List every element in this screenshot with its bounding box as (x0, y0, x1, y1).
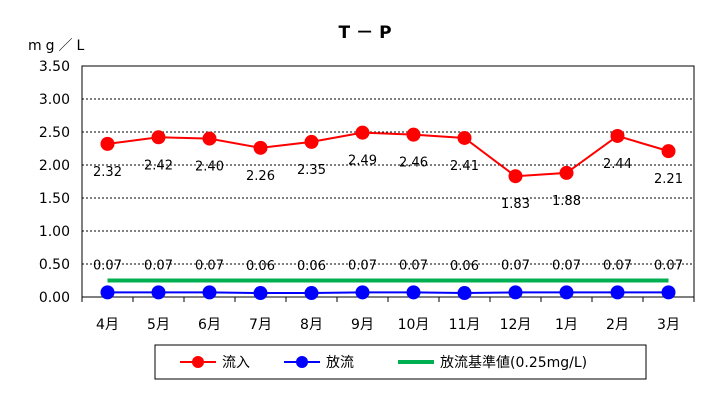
inflow-point (406, 127, 421, 142)
x-tick-label: 5月 (147, 317, 170, 333)
inflow-point (457, 130, 472, 145)
y-tick-label: 1.00 (39, 224, 70, 240)
series-line-outflow (107, 291, 669, 295)
outflow-point (508, 285, 523, 300)
outflow-point (253, 286, 268, 301)
inflow-point (100, 136, 115, 151)
inflow-data-label: 2.42 (144, 158, 173, 173)
y-tick-label: 0.00 (39, 290, 70, 306)
legend-label: 放流 (326, 355, 354, 371)
legend-entry-outflow: 放流 (284, 355, 354, 371)
outflow-point (202, 285, 217, 300)
inflow-data-label: 2.46 (399, 156, 428, 171)
x-tick-label: 10月 (398, 317, 430, 333)
inflow-point (304, 134, 319, 149)
outflow-data-label: 0.07 (348, 258, 377, 273)
y-tick-label: 2.00 (39, 158, 70, 174)
outflow-data-label: 0.07 (144, 258, 173, 273)
outflow-data-label: 0.07 (195, 258, 224, 273)
legend: 流入 放流 放流基準値(0.25mg/L) (154, 344, 647, 380)
y-tick-label: 1.50 (39, 191, 70, 207)
inflow-data-label: 2.26 (246, 169, 275, 184)
x-tick-label: 4月 (96, 317, 119, 333)
legend-label: 流入 (222, 355, 250, 371)
legend-swatch-marker (296, 356, 308, 368)
inflow-data-label: 2.21 (654, 172, 683, 187)
axes: 0.00 0.50 1.00 1.50 2.00 2.50 3.00 3.50 4月 5月 6月 7月… (39, 59, 695, 333)
inflow-data-label: 2.49 (348, 154, 377, 169)
inflow-point (661, 144, 676, 159)
outflow-data-label: 0.06 (297, 259, 326, 274)
outflow-data-label: 0.06 (246, 259, 275, 274)
outflow-point (457, 286, 472, 301)
outflow-data-label: 0.06 (450, 259, 479, 274)
series (100, 125, 676, 301)
x-tick-label: 9月 (351, 317, 374, 333)
inflow-data-label: 2.32 (93, 165, 122, 180)
inflow-point (559, 165, 574, 180)
y-axis-unit: mg／L (28, 38, 88, 54)
inflow-point (151, 130, 166, 145)
outflow-point (100, 285, 115, 300)
legend-entry-standard: 放流基準値(0.25mg/L) (398, 354, 587, 371)
inflow-data-label: 2.41 (450, 159, 479, 174)
outflow-data-label: 0.07 (93, 258, 122, 273)
x-tick-label: 1月 (555, 317, 578, 333)
data-labels: 2.32 2.42 2.40 2.26 2.35 2.49 2.46 2.41 1.83 1.88… (93, 154, 683, 274)
outflow-point (406, 285, 421, 300)
inflow-point (610, 128, 625, 143)
x-tick-label: 12月 (500, 317, 532, 333)
inflow-data-label: 2.40 (195, 160, 224, 175)
outflow-data-label: 0.07 (654, 258, 683, 273)
x-tick-label: 8月 (300, 317, 323, 333)
inflow-data-label: 1.83 (501, 197, 530, 212)
outflow-point (610, 285, 625, 300)
outflow-point (304, 286, 319, 301)
inflow-data-label: 1.88 (552, 194, 581, 209)
y-tick-label: 3.00 (39, 92, 70, 108)
inflow-point (355, 125, 370, 140)
legend-entry-inflow: 流入 (180, 355, 250, 371)
outflow-data-label: 0.07 (399, 258, 428, 273)
outflow-point (559, 285, 574, 300)
outflow-point (151, 285, 166, 300)
y-tick-label: 2.50 (39, 125, 70, 141)
inflow-data-label: 2.35 (297, 163, 326, 178)
x-tick-label: 11月 (449, 317, 481, 333)
x-tick-label: 3月 (657, 317, 680, 333)
inflow-data-label: 2.44 (603, 157, 632, 172)
y-tick-label: 3.50 (39, 59, 70, 75)
outflow-point (661, 285, 676, 300)
y-tick-label: 0.50 (39, 257, 70, 273)
chart-title: T－P (338, 23, 397, 43)
outflow-data-label: 0.07 (603, 258, 632, 273)
inflow-point (202, 131, 217, 146)
x-tick-label: 6月 (198, 317, 221, 333)
outflow-point (355, 285, 370, 300)
series-line-inflow (107, 131, 669, 178)
legend-swatch-marker (192, 356, 204, 368)
legend-label: 放流基準値(0.25mg/L) (440, 354, 587, 371)
inflow-point (253, 140, 268, 155)
outflow-data-label: 0.07 (552, 258, 581, 273)
x-tick-label: 2月 (606, 317, 629, 333)
inflow-point (508, 169, 523, 184)
x-tick-label: 7月 (249, 317, 272, 333)
grid (82, 98, 694, 265)
outflow-data-label: 0.07 (501, 258, 530, 273)
